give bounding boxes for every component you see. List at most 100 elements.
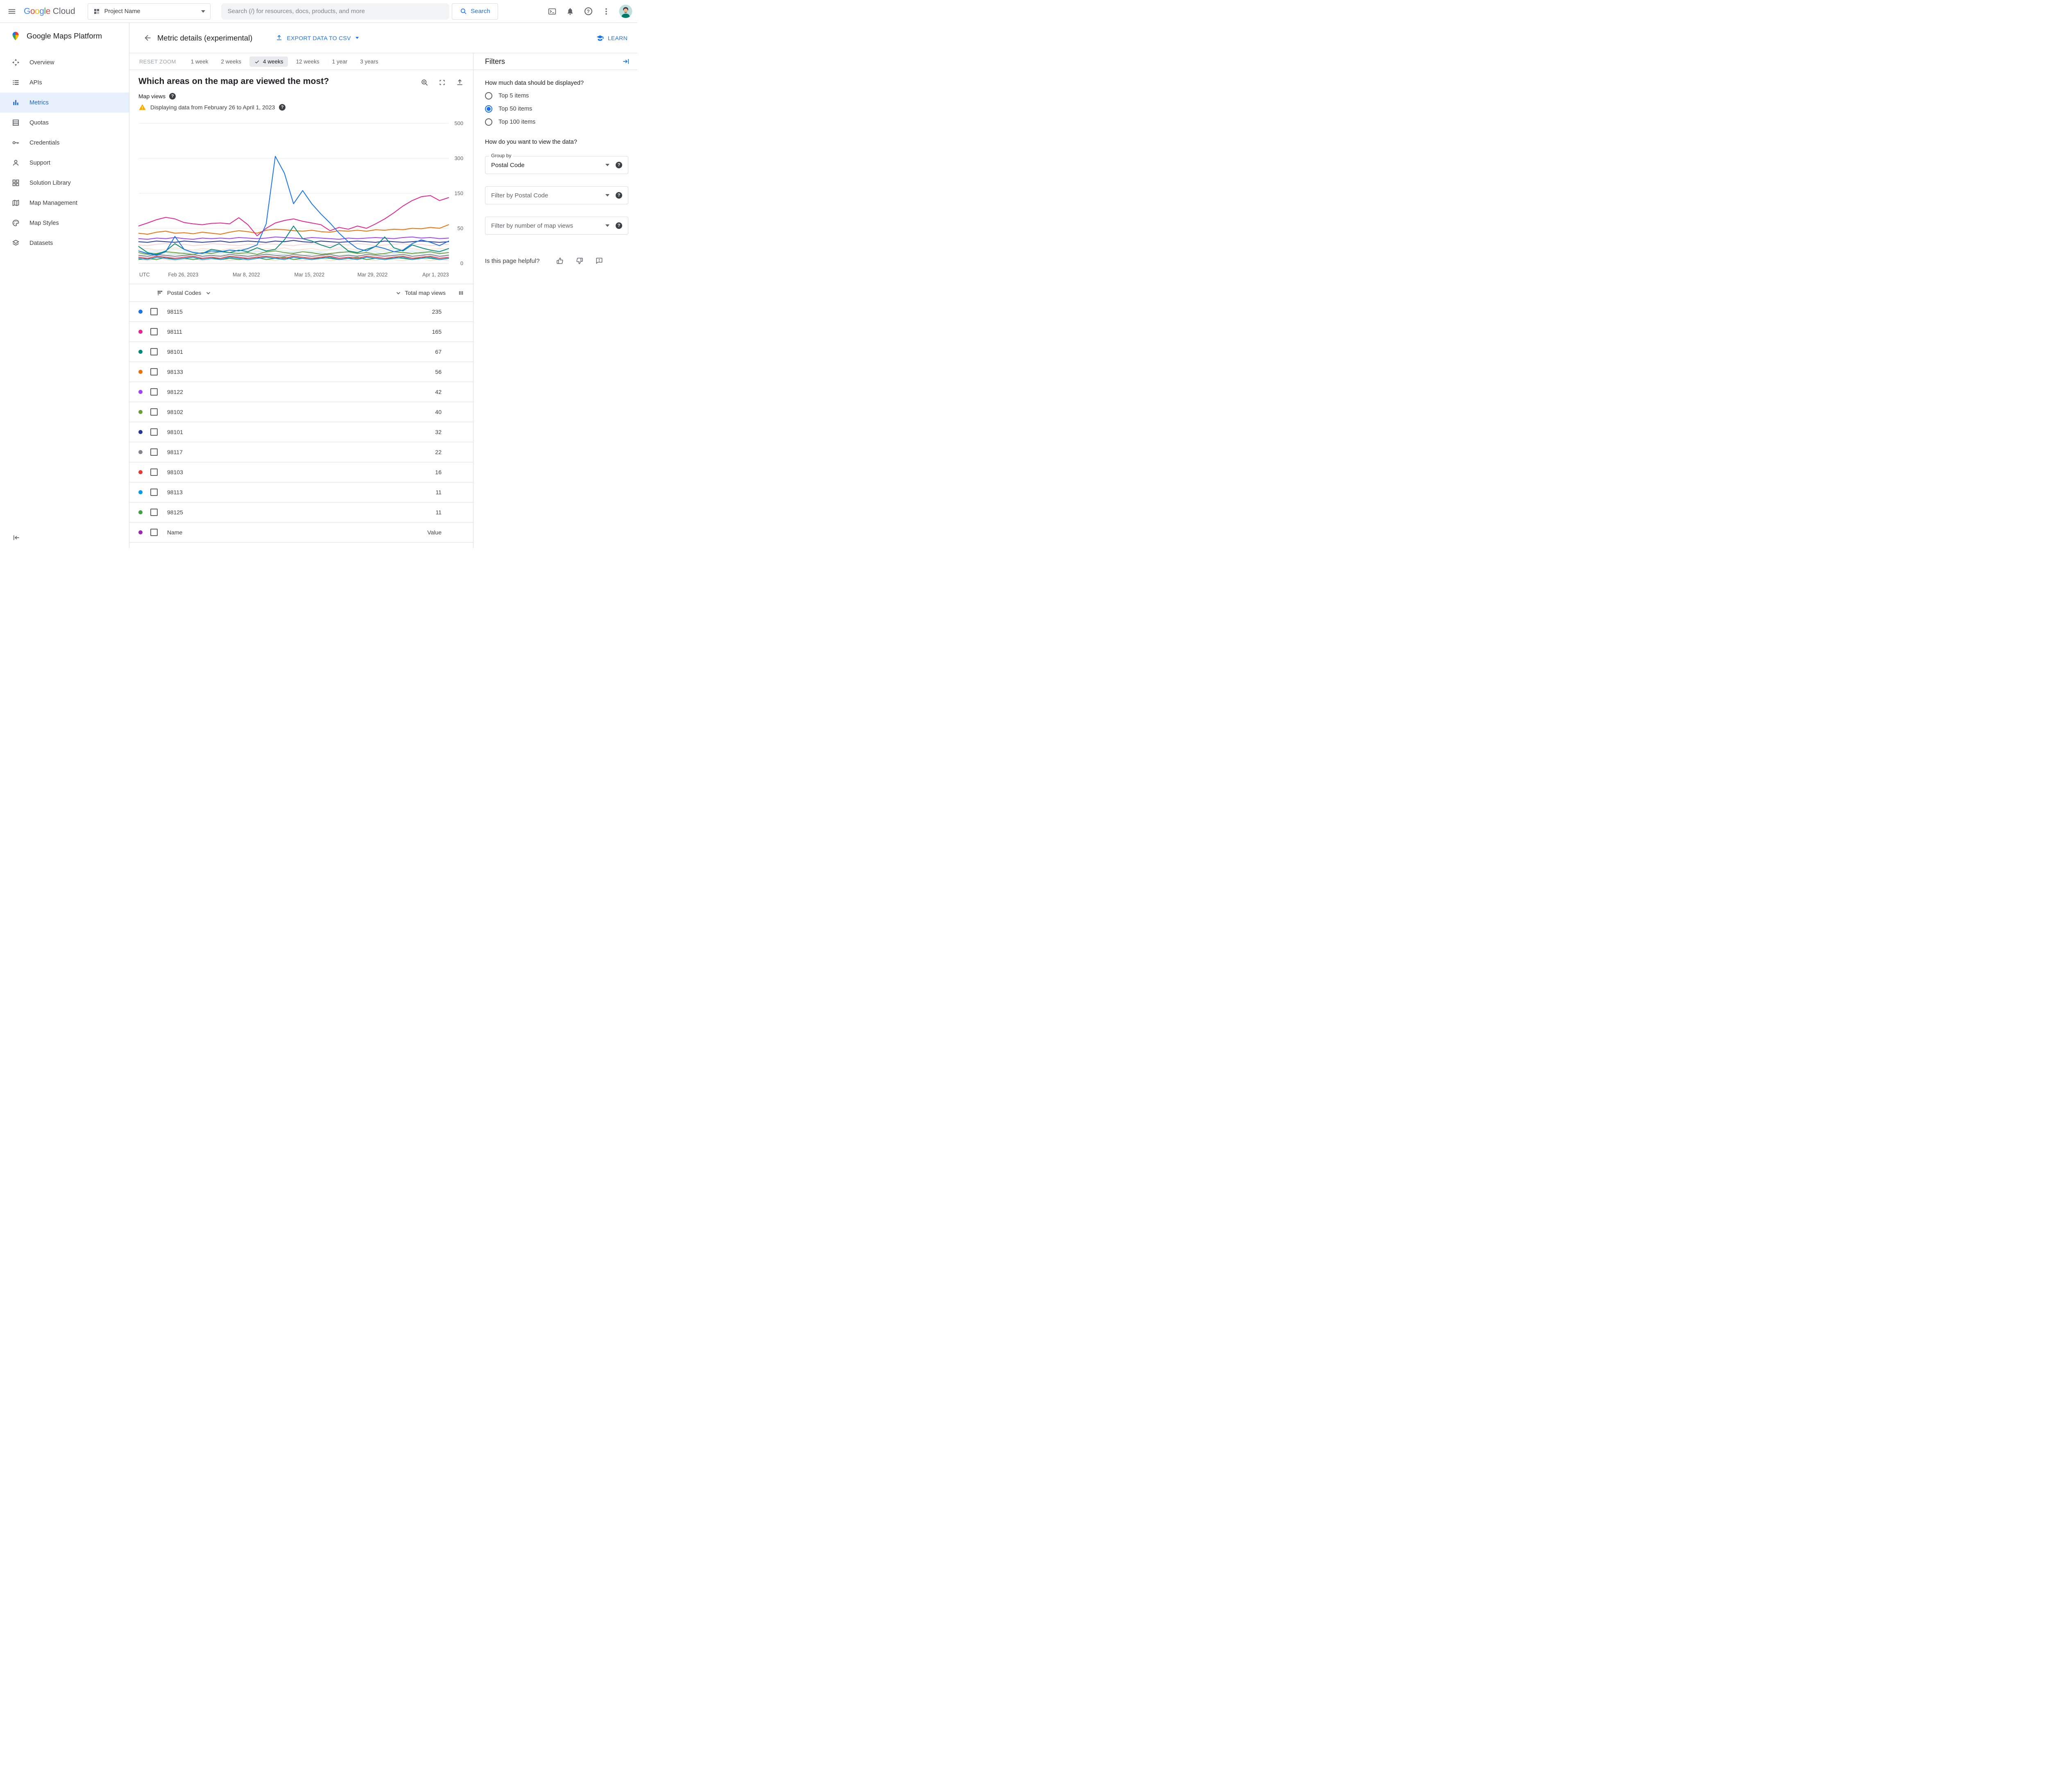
table-row-98111[interactable]: 98111 165 (129, 322, 473, 342)
search-button[interactable]: Search (452, 3, 498, 20)
sidebar-item-map-styles[interactable]: Map Styles (0, 213, 129, 233)
row-checkbox[interactable] (150, 308, 158, 315)
upload-icon (275, 34, 283, 42)
sidebar-item-label: Solution Library (29, 179, 71, 186)
postal-code-cell: 98113 (167, 489, 183, 496)
sidebar: Google Maps Platform Overview APIs Metrics… (0, 23, 129, 548)
chart-line-98115 (138, 156, 449, 256)
columns-icon[interactable] (458, 290, 464, 296)
user-avatar[interactable] (619, 5, 632, 18)
table-row-98122[interactable]: 98122 42 (129, 382, 473, 402)
zoom-in-icon[interactable] (420, 78, 429, 87)
group-by-select[interactable]: Group by Postal Code ? (485, 153, 628, 174)
row-checkbox[interactable] (150, 348, 158, 355)
x-tick-label: Feb 26, 2023 (168, 272, 199, 278)
topbar-actions: ? (544, 3, 632, 20)
row-checkbox[interactable] (150, 408, 158, 416)
row-checkbox[interactable] (150, 428, 158, 436)
time-range-3-years[interactable]: 3 years (356, 57, 383, 67)
row-checkbox[interactable] (150, 468, 158, 476)
metric-chart[interactable]: 0 50 150 300 500 (138, 115, 464, 270)
table-row-98117[interactable]: 98117 22 (129, 442, 473, 462)
solution-library-icon (11, 179, 20, 187)
help-icon[interactable]: ? (279, 104, 286, 111)
reset-zoom-button[interactable]: RESET ZOOM (139, 58, 176, 65)
radio-top-50-items[interactable]: Top 50 items (485, 105, 628, 113)
table-row-98102[interactable]: 98102 40 (129, 402, 473, 422)
map-views-cell: 56 (435, 369, 442, 375)
project-picker[interactable]: Project Name (87, 3, 211, 20)
collapse-filters-button[interactable] (622, 57, 630, 66)
grid-icon (156, 290, 163, 296)
row-checkbox[interactable] (150, 368, 158, 376)
time-range-12-weeks[interactable]: 12 weeks (292, 57, 324, 67)
table-row-98133[interactable]: 98133 56 (129, 362, 473, 382)
total-map-views-sort[interactable]: Total map views (395, 290, 446, 296)
table-row-98101[interactable]: 98101 32 (129, 422, 473, 442)
radio-top-5-items[interactable]: Top 5 items (485, 92, 628, 100)
table-row-name[interactable]: Name Value (129, 523, 473, 543)
sidebar-item-credentials[interactable]: Credentials (0, 133, 129, 153)
chart-line-98103 (138, 256, 449, 259)
quotas-icon (11, 118, 20, 127)
credentials-icon (11, 138, 20, 147)
thumbs-down-button[interactable] (571, 253, 588, 269)
help-button[interactable]: ? (580, 3, 597, 20)
help-icon[interactable]: ? (169, 93, 176, 100)
more-options-button[interactable] (598, 3, 615, 20)
row-checkbox[interactable] (150, 328, 158, 335)
help-icon[interactable]: ? (616, 192, 622, 199)
feedback-button[interactable] (591, 253, 607, 269)
sidebar-item-metrics[interactable]: Metrics (0, 93, 129, 113)
sidebar-item-overview[interactable]: Overview (0, 52, 129, 72)
chart-area[interactable]: 0 50 150 300 500 UTC Feb 26, 2023 Mar 8, 2022… (138, 115, 464, 281)
row-checkbox[interactable] (150, 388, 158, 396)
row-checkbox[interactable] (150, 448, 158, 456)
learn-button[interactable]: LEARN (596, 34, 628, 42)
export-chart-icon[interactable] (455, 78, 464, 87)
caret-down-icon (605, 164, 609, 166)
time-range-1-year[interactable]: 1 year (328, 57, 352, 67)
table-row-98101[interactable]: 98101 67 (129, 342, 473, 362)
time-range-4-weeks[interactable]: 4 weeks (249, 56, 288, 67)
time-range-label: 1 year (332, 58, 348, 65)
row-checkbox[interactable] (150, 509, 158, 516)
sidebar-item-apis[interactable]: APIs (0, 72, 129, 93)
map-views-cell: 235 (432, 308, 442, 315)
row-checkbox[interactable] (150, 529, 158, 536)
table-row-98113[interactable]: 98113 11 (129, 482, 473, 502)
back-button[interactable] (139, 30, 156, 46)
sidebar-item-solution-library[interactable]: Solution Library (0, 173, 129, 193)
table-row-98125[interactable]: 98125 11 (129, 502, 473, 523)
series-color-dot (138, 410, 143, 414)
product-header[interactable]: Google Maps Platform (0, 23, 129, 49)
utc-label: UTC (139, 272, 150, 278)
help-icon[interactable]: ? (616, 162, 622, 168)
table-row-98103[interactable]: 98103 16 (129, 462, 473, 482)
fullscreen-icon[interactable] (438, 78, 446, 87)
sidebar-item-support[interactable]: Support (0, 153, 129, 173)
time-range-2-weeks[interactable]: 2 weeks (217, 57, 246, 67)
postal-codes-group-selector[interactable]: Postal Codes (156, 290, 212, 296)
sidebar-item-quotas[interactable]: Quotas (0, 113, 129, 133)
export-csv-button[interactable]: EXPORT DATA TO CSV (275, 34, 359, 42)
map-views-filter-select[interactable]: Filter by number of map views ? (485, 217, 628, 235)
radio-top-100-items[interactable]: Top 100 items (485, 118, 628, 126)
global-search-input[interactable] (221, 3, 450, 20)
notifications-button[interactable] (562, 3, 579, 20)
value-header-label: Total map views (405, 290, 446, 296)
cloud-shell-button[interactable] (544, 3, 561, 20)
row-checkbox[interactable] (150, 489, 158, 496)
hamburger-menu-button[interactable] (3, 3, 20, 20)
thumbs-up-button[interactable] (552, 253, 568, 269)
sidebar-item-map-management[interactable]: Map Management (0, 193, 129, 213)
help-icon[interactable]: ? (616, 222, 622, 229)
sidebar-item-datasets[interactable]: Datasets (0, 233, 129, 253)
time-range-1-week[interactable]: 1 week (186, 57, 213, 67)
postal-code-filter-select[interactable]: Filter by Postal Code ? (485, 186, 628, 204)
collapse-sidebar-button[interactable] (0, 527, 129, 548)
postal-code-cell: 98133 (167, 369, 183, 375)
table-row-98115[interactable]: 98115 235 (129, 302, 473, 322)
radio-label: Top 5 items (498, 93, 529, 99)
